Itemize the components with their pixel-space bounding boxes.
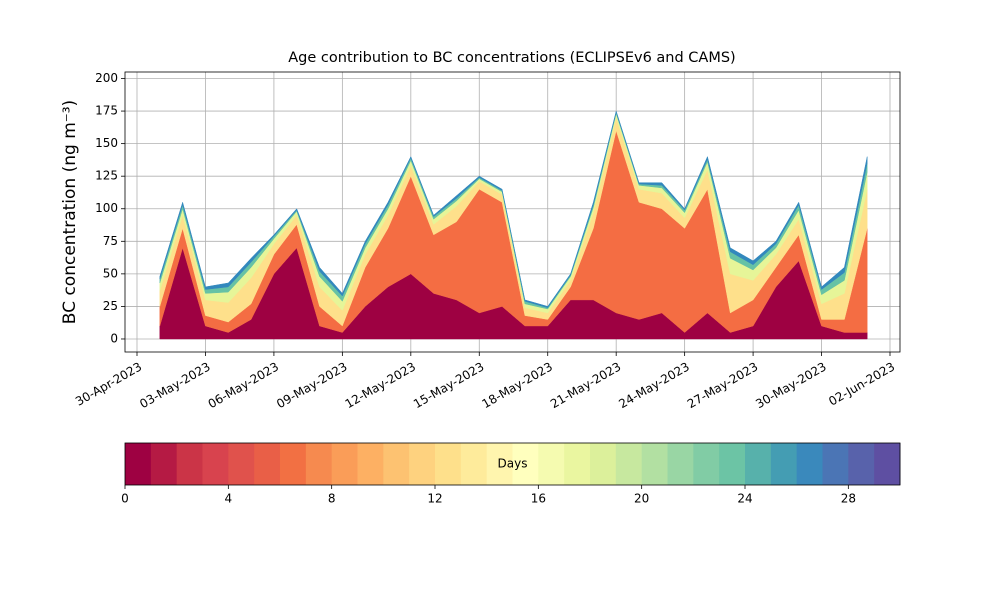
colorbar-tick-label: 8 bbox=[328, 492, 336, 506]
y-tick-label: 75 bbox=[103, 234, 118, 248]
colorbar-tick-label: 24 bbox=[737, 492, 752, 506]
colorbar-bin bbox=[590, 443, 617, 485]
colorbar-tick-label: 12 bbox=[427, 492, 442, 506]
colorbar-bin bbox=[848, 443, 875, 485]
colorbar-bin bbox=[331, 443, 358, 485]
y-tick-label: 100 bbox=[95, 201, 118, 215]
x-tick-label: 27-May-2023 bbox=[685, 360, 760, 412]
y-tick-label: 0 bbox=[110, 331, 118, 345]
colorbar-bin bbox=[305, 443, 333, 485]
plot-frame bbox=[124, 71, 901, 353]
colorbar-bin bbox=[874, 443, 901, 485]
x-tick-label: 30-Apr-2023 bbox=[73, 360, 144, 409]
colorbar-bin bbox=[486, 443, 513, 485]
colorbar-bin bbox=[280, 443, 307, 485]
x-tick-label: 12-May-2023 bbox=[343, 360, 418, 412]
colorbar-bin bbox=[150, 443, 178, 485]
colorbar-bin bbox=[796, 443, 823, 485]
colorbar-frame bbox=[124, 442, 901, 486]
colorbar-bin bbox=[125, 443, 152, 485]
colorbar-bin bbox=[228, 443, 255, 485]
x-tick-label: 02-Jun-2023 bbox=[826, 360, 897, 409]
colorbar-bin bbox=[409, 443, 436, 485]
colorbar-bin bbox=[745, 443, 772, 485]
x-tick-label: 30-May-2023 bbox=[753, 360, 828, 412]
y-tick-label: 125 bbox=[95, 169, 118, 183]
colorbar-bin bbox=[254, 443, 281, 485]
colorbar-bin bbox=[383, 443, 410, 485]
colorbar-tick-label: 20 bbox=[634, 492, 649, 506]
x-tick-label: 06-May-2023 bbox=[206, 360, 281, 412]
colorbar-tick-label: 0 bbox=[121, 492, 129, 506]
colorbar-bin bbox=[770, 443, 798, 485]
colorbar-bin bbox=[667, 443, 694, 485]
x-tick-label: 18-May-2023 bbox=[479, 360, 554, 412]
colorbar-bin bbox=[615, 443, 643, 485]
colorbar-bin bbox=[641, 443, 668, 485]
x-tick-label: 21-May-2023 bbox=[548, 360, 623, 412]
area bbox=[159, 110, 868, 309]
y-tick-label: 175 bbox=[95, 104, 118, 118]
colorbar-bin bbox=[202, 443, 229, 485]
colorbar-bin bbox=[719, 443, 746, 485]
y-axis-label: BC concentration (ng m⁻³) bbox=[60, 100, 80, 324]
chart-title: Age contribution to BC concentrations (E… bbox=[288, 50, 735, 66]
colorbar-tick-label: 4 bbox=[225, 492, 233, 506]
x-tick-label: 03-May-2023 bbox=[137, 360, 212, 412]
y-tick-label: 50 bbox=[103, 266, 118, 280]
colorbar-tick-label: 28 bbox=[841, 492, 856, 506]
y-tick-label: 200 bbox=[95, 71, 118, 85]
colorbar-label: Days bbox=[498, 457, 528, 471]
y-tick-label: 150 bbox=[95, 136, 118, 150]
colorbar-bin bbox=[564, 443, 591, 485]
x-tick-label: 09-May-2023 bbox=[274, 360, 349, 412]
colorbar-bin bbox=[693, 443, 720, 485]
x-tick-label: 15-May-2023 bbox=[411, 360, 486, 412]
colorbar-bin bbox=[435, 443, 462, 485]
x-tick-label: 24-May-2023 bbox=[616, 360, 691, 412]
colorbar-bin bbox=[822, 443, 849, 485]
y-tick-label: 25 bbox=[103, 299, 118, 313]
colorbar-bin bbox=[460, 443, 488, 485]
colorbar-bin bbox=[357, 443, 384, 485]
colorbar-bin bbox=[512, 443, 539, 485]
colorbar-bin bbox=[538, 443, 565, 485]
colorbar-bin bbox=[176, 443, 203, 485]
colorbar-tick-label: 16 bbox=[531, 492, 546, 506]
